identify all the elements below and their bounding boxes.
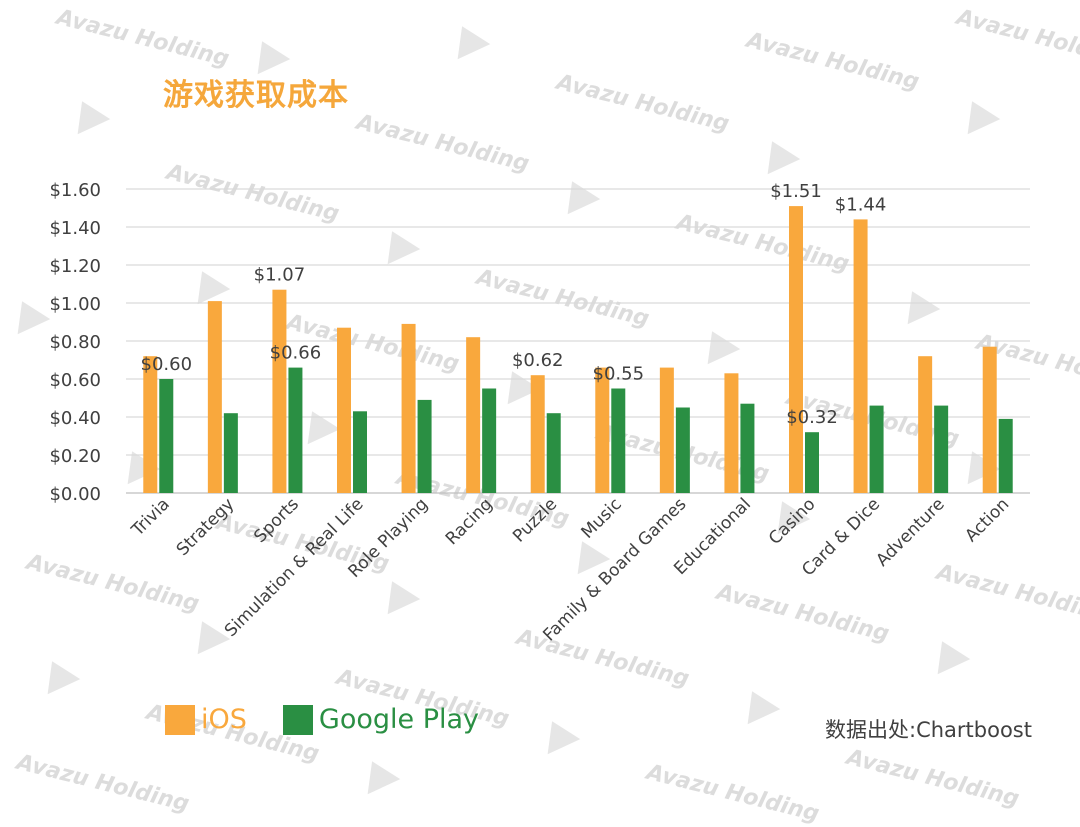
bar-google-play (998, 418, 1013, 493)
bar-google-play (869, 405, 884, 493)
bar-ios (207, 301, 222, 493)
y-tick-label: $1.00 (49, 294, 101, 315)
bar-ios (595, 367, 610, 493)
bar-ios (530, 375, 545, 493)
bar-ios (853, 219, 868, 493)
bar-ios (272, 289, 287, 493)
bar-google-play (417, 399, 432, 493)
y-tick-label: $0.00 (49, 484, 101, 505)
x-tick-label: Adventure (872, 494, 948, 570)
bar-ios (401, 323, 416, 493)
x-tick-label: Music (577, 494, 625, 542)
bar-google-play (223, 413, 238, 493)
bar-google-play (675, 407, 690, 493)
data-label: $1.44 (835, 194, 887, 215)
data-label: $0.60 (141, 354, 193, 375)
y-tick-label: $0.80 (49, 332, 101, 353)
y-tick-label: $0.20 (49, 446, 101, 467)
source-note: 数据出处:Chartboost (825, 718, 1032, 742)
legend-item-google-play: Google Play (282, 704, 480, 735)
legend-label-ios: iOS (201, 704, 247, 735)
bar-google-play (805, 432, 819, 493)
data-label: $1.07 (254, 265, 306, 286)
y-tick-label: $1.60 (49, 180, 101, 201)
bar-google-play (546, 413, 561, 493)
chart-title: 游戏获取成本 (163, 78, 349, 113)
x-tick-label: Puzzle (509, 494, 561, 546)
y-tick-label: $1.40 (49, 218, 101, 239)
legend-swatch-ios (165, 704, 195, 735)
x-tick-label: Racing (442, 494, 497, 549)
data-label: $0.62 (512, 350, 564, 371)
bar-google-play (288, 367, 303, 493)
y-tick-label: $0.40 (49, 408, 101, 429)
bar-google-play (159, 379, 174, 493)
data-label: $0.55 (593, 364, 645, 385)
data-label: $0.66 (270, 343, 322, 364)
x-tick-label: Sports (250, 494, 303, 547)
legend-label-google-play: Google Play (318, 704, 480, 735)
bar-ios (143, 356, 158, 493)
bar-ios (337, 327, 351, 493)
bar-ios (466, 337, 481, 493)
bar-ios (724, 373, 739, 493)
y-tick-label: $0.60 (49, 370, 101, 391)
bar-google-play (740, 403, 755, 493)
bar-google-play (482, 388, 497, 493)
bar-google-play (611, 388, 626, 493)
legend: iOS Google Play (165, 704, 515, 735)
legend-swatch-google-play (282, 704, 313, 735)
x-tick-label: Casino (765, 494, 819, 548)
data-label: $0.32 (786, 407, 838, 428)
bar-ios (918, 356, 933, 493)
x-tick-label: Strategy (173, 494, 239, 560)
bar-ios (982, 346, 997, 493)
y-tick-label: $1.20 (49, 256, 101, 277)
bar-ios (789, 206, 803, 493)
x-tick-label: Trivia (127, 494, 174, 541)
data-label: $1.51 (770, 181, 822, 202)
x-tick-label: Action (961, 494, 1013, 546)
bar-google-play (934, 405, 949, 493)
legend-item-ios: iOS (165, 704, 247, 735)
bar-ios (659, 367, 674, 493)
bar-google-play (353, 411, 367, 493)
